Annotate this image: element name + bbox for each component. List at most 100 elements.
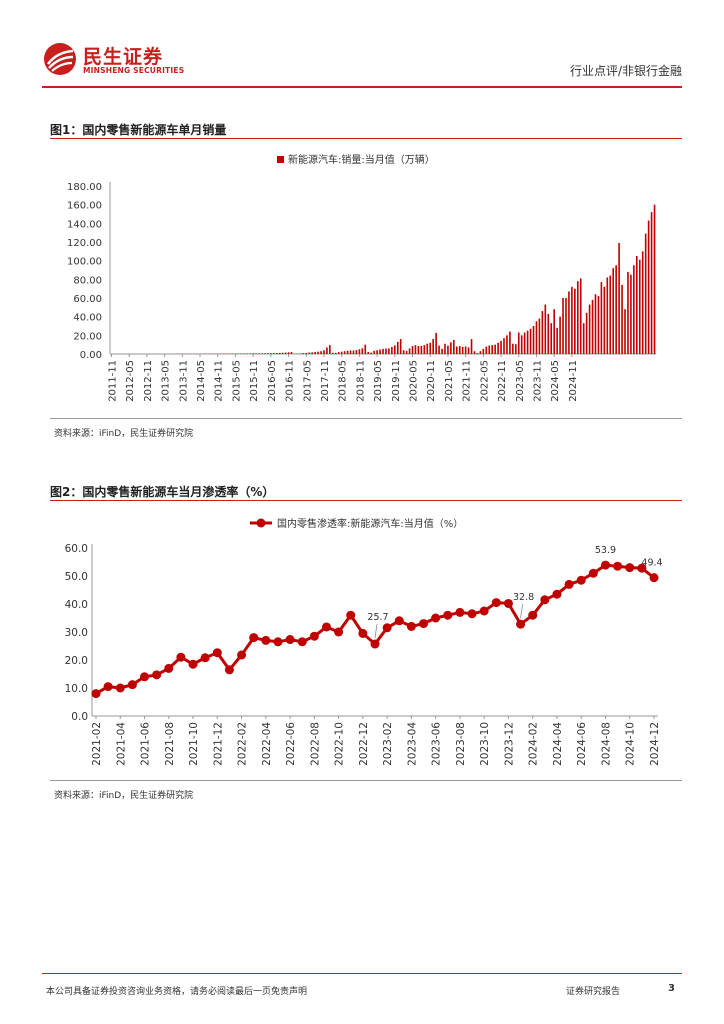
x-tick-label: 2014-05 — [196, 360, 207, 402]
bar — [509, 331, 511, 354]
bar — [512, 343, 514, 354]
bar — [585, 312, 588, 354]
data-label: 32.8 — [513, 592, 534, 603]
data-point — [212, 648, 222, 658]
bar — [299, 353, 302, 354]
bar — [337, 352, 340, 354]
bar — [355, 350, 358, 354]
bar — [497, 342, 499, 354]
x-tick-label: 2013-05 — [161, 360, 172, 402]
x-tick-label: 2024-05 — [550, 360, 561, 402]
bar — [458, 346, 461, 354]
bar — [284, 352, 287, 354]
figure1-top-rule — [50, 138, 682, 139]
bar — [408, 348, 411, 354]
legend-swatch — [277, 156, 284, 163]
data-label: 49.4 — [641, 558, 662, 569]
bar — [547, 313, 550, 354]
figure2-title: 图2：国内零售新能源车当月渗透率（%） — [50, 485, 275, 499]
x-tick-label: 2023-05 — [515, 360, 526, 402]
bar — [644, 233, 647, 354]
data-point — [224, 665, 234, 675]
bar — [562, 298, 564, 354]
data-point — [370, 639, 380, 649]
x-tick-label: 2020-05 — [409, 360, 420, 402]
x-tick-label: 2024-06 — [576, 722, 588, 766]
data-point — [249, 633, 259, 643]
data-point — [443, 610, 453, 620]
bar — [559, 316, 561, 354]
data-point — [297, 637, 307, 647]
figure2-line-chart: 国内零售渗透率:新能源汽车:当月值（%） 0.0 10.0 20.0 30.0 40.0 5… — [65, 517, 663, 766]
bar — [473, 351, 476, 354]
data-point — [540, 595, 550, 605]
x-tick-label: 2021-04 — [115, 722, 127, 766]
bar — [603, 286, 606, 354]
x-tick-label: 2022-04 — [261, 722, 273, 766]
logo: 民生证券 MINSHENG SECURITIES — [43, 40, 193, 80]
data-label: 25.7 — [367, 612, 388, 623]
bar — [526, 330, 529, 354]
y-tick-label: 60.0 — [65, 543, 88, 555]
bar — [594, 294, 597, 354]
bar — [379, 349, 381, 354]
footer-disclaimer: 本公司具备证券投资咨询业务资格，请务必阅读最后一页免责声明 — [46, 987, 308, 997]
bar — [352, 350, 355, 354]
bar — [388, 348, 390, 354]
figure2-bottom-rule — [50, 780, 682, 781]
bar — [455, 346, 458, 354]
bar — [414, 345, 417, 354]
data-point — [600, 560, 610, 570]
bar — [482, 348, 485, 354]
bar — [553, 309, 555, 354]
bar — [326, 347, 328, 354]
bar — [417, 346, 420, 354]
bar — [447, 345, 449, 354]
bar — [615, 265, 617, 354]
bar — [517, 332, 520, 354]
bar — [267, 353, 269, 354]
bar — [405, 351, 408, 354]
x-tick-label: 2015-11 — [249, 360, 260, 402]
bar — [494, 344, 496, 354]
bar — [612, 268, 615, 354]
bar — [574, 288, 576, 354]
data-point — [431, 613, 441, 623]
figure1-title: 图1：国内零售新能源车单月销量 — [50, 123, 227, 137]
x-tick-label: 2023-12 — [503, 722, 515, 766]
data-point — [273, 637, 283, 647]
bar — [435, 332, 437, 354]
y-tick-label: 180.00 — [67, 182, 102, 193]
bar — [246, 353, 249, 354]
data-point — [152, 670, 162, 680]
bar — [426, 343, 429, 354]
bar — [550, 323, 553, 354]
footer-report-type: 证券研究报告 — [566, 987, 621, 997]
y-tick-label: 10.0 — [65, 683, 88, 695]
data-point — [237, 650, 247, 660]
data-point — [103, 682, 113, 692]
figure1-bottom-rule — [50, 418, 682, 419]
bar — [252, 353, 254, 354]
bar — [423, 345, 426, 354]
bar — [485, 346, 488, 354]
bar — [376, 350, 378, 354]
data-point — [625, 563, 635, 573]
bar — [571, 286, 573, 354]
bar — [576, 281, 579, 354]
bar — [272, 353, 275, 354]
bar — [334, 352, 337, 354]
x-tick-label: 2024-10 — [625, 722, 637, 766]
bar — [399, 339, 402, 354]
bar — [311, 352, 313, 354]
bar — [340, 351, 343, 354]
bar — [382, 348, 384, 354]
x-tick-label: 2022-05 — [479, 360, 490, 402]
bar — [450, 342, 452, 354]
x-tick-label: 2022-02 — [237, 722, 249, 766]
data-point — [321, 622, 331, 632]
bar — [453, 340, 455, 354]
bar — [541, 311, 544, 354]
data-point — [334, 627, 344, 637]
logo-text-en: MINSHENG SECURITIES — [83, 66, 185, 75]
